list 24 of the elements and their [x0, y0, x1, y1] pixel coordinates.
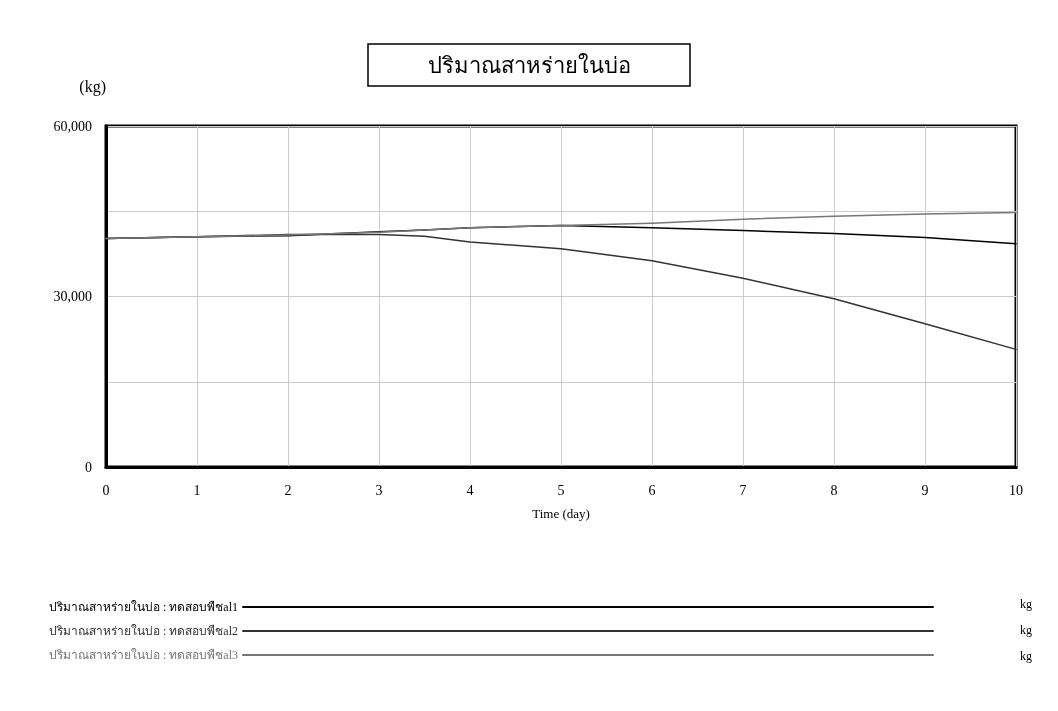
y-tick-label: 60,000: [53, 118, 92, 134]
x-tick-label: 5: [557, 482, 565, 498]
text: ปริมาณสาหร่ายในบ่อ : ทดสอบพืชal1: [48, 600, 238, 614]
y-tick-label: 30,000: [53, 289, 92, 304]
x-tick-label: 2: [284, 482, 292, 498]
line-series: [105, 211, 1017, 240]
y-axis-title: (kg): [79, 77, 106, 96]
text: kg: [1020, 597, 1032, 611]
x-tick-label: 3: [375, 482, 383, 498]
x-tick-label: 1: [193, 482, 201, 498]
x-tick-label: 10: [1009, 482, 1023, 498]
y-tick-label: 0: [85, 459, 92, 475]
x-tick-label: 0: [102, 482, 110, 498]
x-tick-label: 9: [921, 482, 929, 498]
text: kg: [1020, 649, 1032, 663]
text: kg: [1020, 623, 1032, 637]
text: ปริมาณสาหร่ายในบ่อ : ทดสอบพืชal2: [48, 624, 238, 638]
x-tick-label: 8: [830, 482, 838, 498]
x-axis-title: Time (day): [532, 506, 590, 521]
x-tick-label: 7: [739, 482, 747, 498]
x-tick-label: 6: [648, 482, 656, 498]
chart-title: ปริมาณสาหร่ายในบ่อ: [427, 52, 631, 78]
text: ปริมาณสาหร่ายในบ่อ : ทดสอบพืชal3: [48, 648, 238, 662]
x-tick-label: 4: [466, 482, 474, 498]
